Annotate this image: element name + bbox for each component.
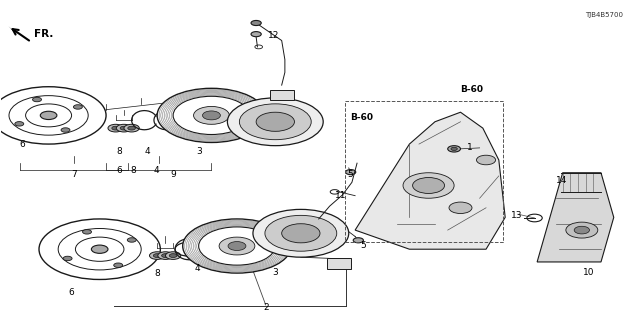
Text: B-60: B-60	[461, 85, 483, 94]
Circle shape	[574, 226, 589, 234]
Text: 4: 4	[145, 147, 150, 156]
Circle shape	[74, 105, 83, 109]
Circle shape	[166, 252, 180, 260]
Text: 2: 2	[263, 303, 269, 312]
Text: 8: 8	[116, 147, 122, 156]
Text: 4: 4	[153, 166, 159, 175]
Text: 8: 8	[131, 166, 136, 175]
Circle shape	[403, 173, 454, 198]
Circle shape	[413, 178, 445, 194]
Circle shape	[239, 104, 311, 140]
Text: 6: 6	[116, 166, 122, 175]
Circle shape	[448, 146, 461, 152]
Text: TJB4B5700: TJB4B5700	[586, 12, 623, 18]
Circle shape	[40, 111, 57, 120]
Circle shape	[15, 122, 24, 126]
Text: 3: 3	[273, 268, 278, 277]
Text: 3: 3	[196, 147, 202, 156]
Circle shape	[112, 126, 120, 130]
Text: 7: 7	[71, 170, 77, 179]
FancyBboxPatch shape	[269, 90, 294, 100]
Text: 1: 1	[467, 143, 473, 152]
Circle shape	[173, 96, 250, 134]
Circle shape	[83, 230, 92, 234]
Text: FR.: FR.	[35, 29, 54, 39]
Circle shape	[158, 252, 173, 260]
Circle shape	[282, 224, 320, 243]
Circle shape	[170, 254, 177, 258]
Circle shape	[256, 112, 294, 131]
Circle shape	[116, 124, 132, 132]
Circle shape	[33, 97, 42, 102]
Circle shape	[251, 20, 261, 26]
Polygon shape	[355, 112, 505, 249]
Circle shape	[449, 202, 472, 213]
Text: 13: 13	[511, 211, 522, 220]
Text: 9: 9	[170, 170, 176, 179]
Text: 11: 11	[335, 190, 347, 200]
Circle shape	[61, 128, 70, 132]
Text: B-60: B-60	[350, 114, 373, 123]
FancyBboxPatch shape	[327, 259, 351, 269]
Text: 8: 8	[154, 268, 160, 278]
Circle shape	[128, 126, 136, 130]
Text: 4: 4	[195, 264, 200, 274]
Circle shape	[251, 32, 261, 37]
Circle shape	[182, 219, 291, 273]
Text: 12: 12	[268, 31, 280, 40]
Circle shape	[346, 170, 356, 175]
Text: 5: 5	[360, 241, 366, 250]
Text: 10: 10	[582, 268, 594, 277]
Circle shape	[92, 245, 108, 253]
Circle shape	[253, 209, 349, 257]
Circle shape	[127, 238, 136, 242]
Polygon shape	[8, 26, 17, 34]
Circle shape	[162, 254, 170, 258]
Polygon shape	[537, 173, 614, 262]
Circle shape	[108, 124, 124, 132]
Circle shape	[154, 254, 161, 258]
Circle shape	[265, 215, 337, 251]
Circle shape	[451, 147, 458, 150]
Text: 5: 5	[348, 170, 353, 179]
Text: 6: 6	[68, 288, 74, 297]
Text: 14: 14	[556, 176, 567, 185]
Circle shape	[228, 242, 246, 251]
Circle shape	[227, 98, 323, 146]
Circle shape	[193, 107, 229, 124]
Circle shape	[150, 252, 165, 260]
Circle shape	[157, 88, 266, 142]
Circle shape	[124, 124, 140, 132]
Circle shape	[114, 263, 123, 268]
Text: 6: 6	[19, 140, 25, 149]
Circle shape	[476, 155, 495, 165]
Circle shape	[219, 237, 255, 255]
Circle shape	[198, 227, 275, 265]
Circle shape	[353, 238, 364, 243]
Circle shape	[202, 111, 220, 120]
Circle shape	[566, 222, 598, 238]
Circle shape	[63, 256, 72, 261]
Circle shape	[120, 126, 128, 130]
